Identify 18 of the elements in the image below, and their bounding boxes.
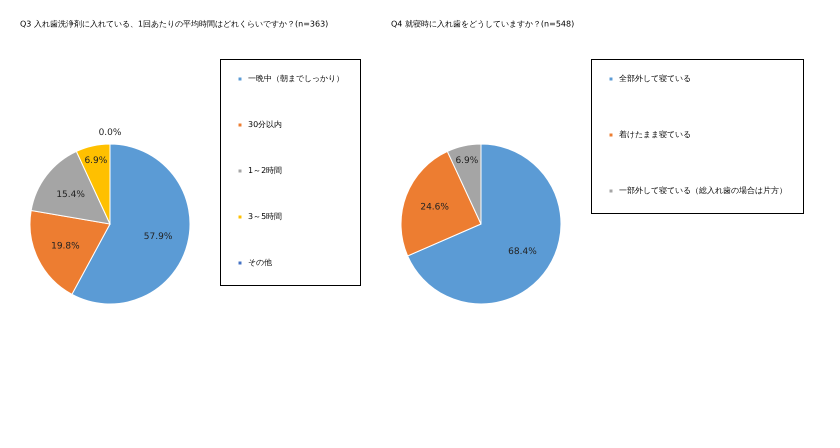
chart-title: Q4 就寝時に入れ歯をどうしていますか？(n=548): [391, 20, 574, 28]
data-label: 6.9%: [84, 156, 108, 166]
legend-label: 全部外して寝ている: [619, 74, 691, 83]
data-label: 57.9%: [144, 232, 173, 242]
text: 0.0%: [98, 128, 122, 138]
data-label: 19.8%: [51, 242, 80, 252]
legend-label: 着けたまま寝ている: [619, 130, 691, 139]
data-label: 6.9%: [455, 156, 479, 166]
legend-label: 1～2時間: [248, 166, 282, 175]
data-label: 24.6%: [420, 202, 450, 212]
legend-label: 3～5時間: [248, 212, 282, 221]
legend-label: その他: [248, 258, 272, 267]
legend-label: 一晩中（朝までしっかり）: [248, 74, 344, 83]
legend-label: 一部外して寝ている（総入れ歯の場合は片方）: [619, 186, 787, 195]
chart-title: Q3 入れ歯洗浄剤に入れている、1回あたりの平均時間はどれくらいですか？(n=363): [20, 20, 328, 28]
legend-label: 30分以内: [248, 120, 282, 129]
data-label: 15.4%: [56, 190, 86, 200]
data-label: 68.4%: [508, 247, 538, 258]
